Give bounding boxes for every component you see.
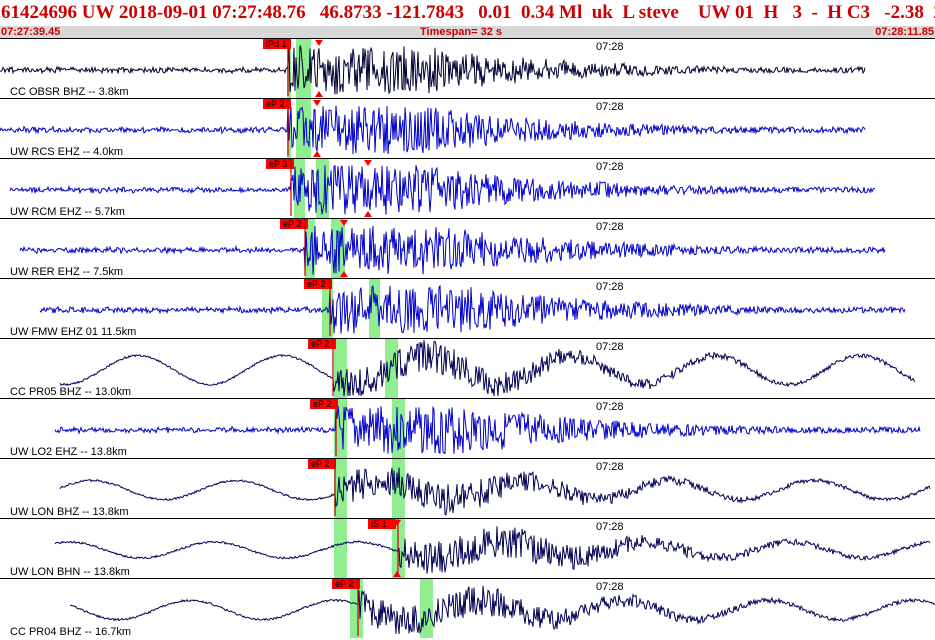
trace-panel[interactable]: 07:28 eP 2 UW LO2 EHZ -- 13.8km bbox=[0, 398, 935, 459]
phase-pick-flag[interactable] bbox=[263, 99, 291, 109]
phase-pick-label: eP 2 bbox=[283, 219, 301, 229]
seismic-waveform bbox=[59, 467, 931, 516]
minute-mark-label: 07:28 bbox=[596, 281, 624, 293]
theoretical-arrival-marker bbox=[393, 571, 401, 577]
phase-pick-flag[interactable] bbox=[332, 579, 360, 589]
phase-pick-flag[interactable] bbox=[308, 459, 336, 469]
phase-pick-flag[interactable] bbox=[368, 519, 396, 529]
theoretical-arrival-marker bbox=[393, 520, 401, 526]
time-bar: 07:27:39.45 Timespan= 32 s 07:28:11.85 bbox=[0, 26, 935, 38]
trace-panel[interactable]: 07:28 eP 2 UW FMW EHZ 01 11.5km bbox=[0, 278, 935, 339]
channel-label: UW LON BHZ -- 13.8km bbox=[10, 506, 129, 518]
phase-pick-flag[interactable] bbox=[263, 39, 291, 49]
trace-panel[interactable]: 07:28 eP 2 UW LON BHZ -- 13.8km bbox=[0, 458, 935, 519]
phase-pick-label: eP 2 bbox=[311, 459, 329, 469]
channel-label: UW LON BHN -- 13.8km bbox=[10, 566, 130, 578]
seismogram-panel[interactable]: 07:28 iPd 1 CC OBSR BHZ -- 3.8km 07:28 eP 2 U… bbox=[0, 38, 935, 640]
channel-label: UW LO2 EHZ -- 13.8km bbox=[10, 446, 127, 458]
seismic-waveform bbox=[59, 339, 916, 397]
phase-window-highlight bbox=[305, 219, 315, 278]
phase-window-highlight bbox=[296, 39, 311, 98]
timespan-label: Timespan= 32 s bbox=[420, 26, 503, 38]
phase-pick-label: eP 3 bbox=[269, 159, 287, 169]
channel-label: CC PR05 BHZ -- 13.0km bbox=[10, 386, 131, 398]
phase-window-highlight bbox=[369, 279, 380, 338]
phase-pick-label: eP 2 bbox=[313, 399, 331, 409]
window-start-time: 07:27:39.45 bbox=[1, 26, 61, 38]
minute-mark-label: 07:28 bbox=[596, 341, 624, 353]
event-summary-header: 61424696 UW 2018-09-01 07:27:48.76 46.87… bbox=[0, 0, 935, 26]
theoretical-arrival-marker bbox=[340, 220, 348, 226]
phase-window-highlight bbox=[392, 399, 405, 458]
theoretical-arrival-marker bbox=[364, 211, 372, 217]
phase-pick-flag[interactable] bbox=[280, 219, 308, 229]
theoretical-arrival-marker bbox=[313, 151, 321, 157]
minute-mark-label: 07:28 bbox=[596, 161, 624, 173]
phase-pick-label: iPd 1 bbox=[266, 39, 287, 49]
phase-window-highlight bbox=[350, 579, 363, 638]
theoretical-arrival-marker bbox=[315, 40, 323, 46]
theoretical-arrival-marker bbox=[340, 271, 348, 277]
phase-pick-flag[interactable] bbox=[310, 399, 338, 409]
minute-mark-label: 07:28 bbox=[596, 521, 624, 533]
phase-pick-label: eP 2 bbox=[307, 279, 325, 289]
theoretical-arrival-marker bbox=[364, 160, 372, 166]
trace-panel[interactable]: 07:28 eP 2 UW RER EHZ -- 7.5km bbox=[0, 218, 935, 279]
trace-panel[interactable]: 07:28 eP 3 UW RCM EHZ -- 5.7km bbox=[0, 158, 935, 219]
theoretical-arrival-marker bbox=[313, 100, 321, 106]
channel-label: CC OBSR BHZ -- 3.8km bbox=[10, 86, 129, 98]
channel-label: UW RCM EHZ -- 5.7km bbox=[10, 206, 125, 218]
seismic-waveform bbox=[9, 164, 876, 215]
theoretical-arrival-marker bbox=[315, 91, 323, 97]
trace-panel[interactable]: 07:28 eP 2 CC PR04 BHZ -- 16.7km bbox=[0, 578, 935, 639]
phase-window-highlight bbox=[334, 519, 347, 578]
channel-label: UW RER EHZ -- 7.5km bbox=[10, 266, 123, 278]
minute-mark-label: 07:28 bbox=[596, 41, 624, 53]
phase-pick-flag[interactable] bbox=[304, 279, 332, 289]
phase-pick-flag[interactable] bbox=[266, 159, 294, 169]
minute-mark-label: 07:28 bbox=[596, 581, 624, 593]
minute-mark-label: 07:28 bbox=[596, 221, 624, 233]
trace-panel[interactable]: 07:28 eP 2 CC PR05 BHZ -- 13.0km bbox=[0, 338, 935, 399]
phase-pick-label: eP 2 bbox=[311, 339, 329, 349]
trace-panel[interactable]: 07:28 iS 1 UW LON BHN -- 13.8km bbox=[0, 518, 935, 579]
phase-pick-flag[interactable] bbox=[308, 339, 336, 349]
trace-panel[interactable]: 07:28 iPd 1 CC OBSR BHZ -- 3.8km bbox=[0, 38, 935, 99]
seismic-waveform bbox=[54, 405, 921, 455]
phase-window-highlight bbox=[420, 579, 433, 638]
channel-label: CC PR04 BHZ -- 16.7km bbox=[10, 626, 131, 638]
seismic-waveform bbox=[0, 45, 866, 95]
minute-mark-label: 07:28 bbox=[596, 101, 624, 113]
phase-pick-label: eP 2 bbox=[266, 99, 284, 109]
phase-pick-label: iS 1 bbox=[371, 519, 387, 529]
channel-label: UW FMW EHZ 01 11.5km bbox=[10, 326, 136, 338]
seismic-waveform bbox=[54, 526, 931, 574]
channel-label: UW RCS EHZ -- 4.0km bbox=[10, 146, 123, 158]
minute-mark-label: 07:28 bbox=[596, 461, 624, 473]
seismic-waveform bbox=[19, 225, 886, 275]
phase-window-highlight bbox=[392, 459, 405, 518]
window-end-time: 07:28:11.85 bbox=[875, 26, 934, 38]
seismic-waveform bbox=[0, 105, 866, 155]
seismic-waveform bbox=[69, 585, 935, 635]
phase-pick-label: eP 2 bbox=[335, 579, 353, 589]
minute-mark-label: 07:28 bbox=[596, 401, 624, 413]
trace-panel[interactable]: 07:28 eP 2 UW RCS EHZ -- 4.0km bbox=[0, 98, 935, 159]
seismic-waveform bbox=[39, 284, 906, 334]
